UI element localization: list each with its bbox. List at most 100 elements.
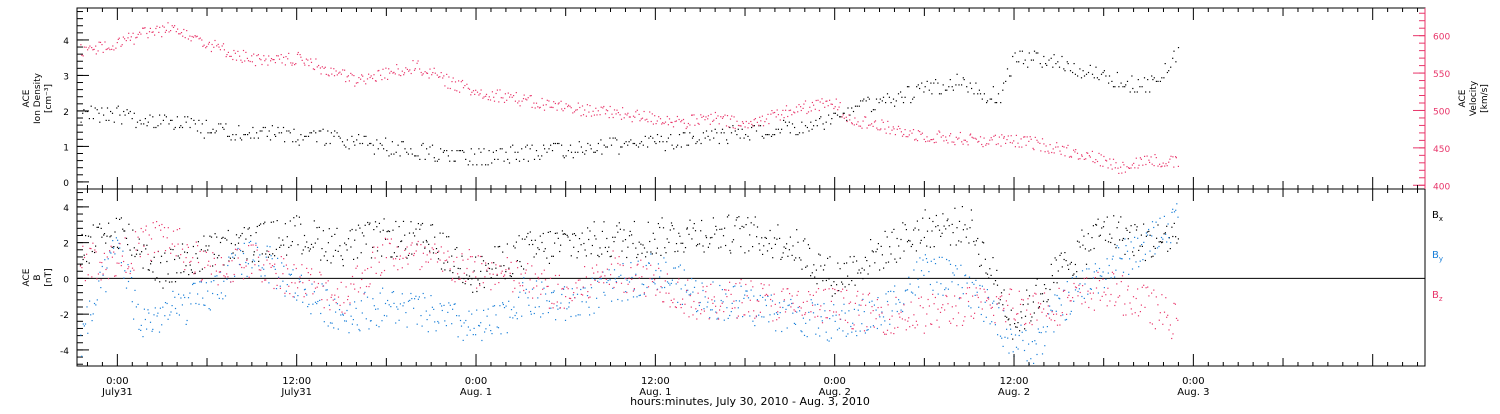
- legend-bx: Bx: [1432, 210, 1443, 223]
- bz-series-point: [593, 272, 595, 274]
- ion-density-series-point: [606, 146, 608, 148]
- ion-density-series-point: [709, 139, 711, 141]
- ion-density-series-point: [798, 132, 801, 134]
- ion-density-series-point: [1120, 82, 1122, 84]
- by-series-point: [135, 306, 137, 308]
- bz-series-point: [86, 253, 88, 255]
- velocity-series-point: [396, 64, 398, 66]
- by-series-point: [951, 281, 953, 283]
- bz-series-point: [103, 252, 105, 254]
- bx-series-point: [932, 220, 934, 223]
- velocity-series-point: [227, 51, 229, 53]
- bx-series-point: [1014, 323, 1016, 325]
- bx-series-point: [577, 251, 579, 253]
- by-series-point: [1093, 271, 1095, 273]
- bx-series-point: [328, 228, 330, 230]
- ion-density-series-point: [718, 142, 720, 145]
- velocity-series-point: [712, 120, 714, 122]
- bx-series-point: [948, 225, 950, 227]
- velocity-series-point: [295, 63, 297, 65]
- ion-density-series-point: [442, 151, 444, 153]
- by-series-point: [868, 301, 871, 303]
- bx-series-point: [909, 240, 911, 242]
- by-series-point: [632, 296, 635, 298]
- bz-series-point: [354, 288, 356, 290]
- bx-series-point: [593, 221, 595, 223]
- by-series-point: [646, 286, 648, 289]
- ion-density-series-point: [180, 125, 182, 127]
- by-series-point: [178, 314, 180, 316]
- ion-density-series-point: [241, 139, 243, 141]
- bx-series-point: [551, 255, 553, 257]
- velocity-series-point: [1047, 150, 1049, 152]
- ion-density-series-point: [723, 132, 725, 134]
- by-series-point: [1012, 351, 1014, 353]
- bz-series-point: [498, 282, 500, 284]
- bx-series-point: [589, 230, 591, 232]
- velocity-series-point: [646, 118, 648, 120]
- ion-density-series-point: [474, 153, 476, 155]
- by-series-point: [98, 280, 100, 282]
- bz-series-point: [912, 324, 914, 326]
- bz-series-point: [509, 272, 511, 274]
- bz-series-point: [820, 305, 822, 307]
- bx-series-point: [154, 279, 156, 281]
- bx-series-point: [479, 283, 481, 285]
- velocity-series-point: [368, 73, 370, 75]
- by-series-point: [956, 268, 958, 270]
- velocity-series-point: [608, 117, 610, 119]
- ion-density-series-point: [897, 93, 900, 95]
- by-series-point: [415, 295, 417, 297]
- velocity-series-point: [1034, 136, 1036, 138]
- ion-density-series-point: [605, 146, 607, 148]
- legend-main: B: [1432, 210, 1439, 221]
- ion-density-series-point: [870, 110, 873, 113]
- velocity-series-point: [775, 116, 777, 118]
- bx-series-point: [595, 238, 597, 240]
- by-series-point: [429, 314, 431, 316]
- y-axis-label: ACEB[nT]: [22, 268, 54, 286]
- by-series-point: [764, 299, 766, 301]
- by-series-point: [1069, 313, 1071, 315]
- ion-density-series-point: [369, 142, 371, 145]
- velocity-series-point: [124, 38, 126, 40]
- bz-series-point: [150, 259, 152, 261]
- bz-series-point: [915, 320, 917, 322]
- by-series-point: [114, 253, 116, 255]
- bx-series-point: [1065, 260, 1067, 262]
- bx-series-point: [369, 222, 371, 224]
- by-series-point: [112, 247, 115, 249]
- bx-series-point: [700, 230, 702, 232]
- by-series-point: [725, 293, 727, 295]
- bz-series-point: [1113, 273, 1115, 275]
- by-series-point: [651, 278, 653, 280]
- by-series-point: [841, 310, 843, 312]
- bz-series-point: [745, 283, 747, 286]
- by-series-point: [568, 302, 570, 304]
- velocity-series-point: [892, 126, 894, 128]
- bx-series-point: [110, 235, 112, 237]
- by-series-point: [1163, 215, 1165, 217]
- by-series-point: [261, 267, 263, 269]
- by-series-point: [1170, 242, 1172, 244]
- velocity-series-point: [460, 81, 462, 83]
- by-series-point: [917, 278, 919, 280]
- ion-density-series-point: [526, 144, 528, 146]
- by-series-point: [1158, 245, 1160, 248]
- bz-series-point: [666, 273, 668, 275]
- velocity-series-point: [347, 75, 349, 77]
- velocity-series-point: [849, 119, 851, 121]
- velocity-series-point: [1039, 142, 1041, 144]
- bz-series-point: [440, 246, 442, 248]
- bz-series-point: [326, 299, 328, 301]
- bz-series-point: [313, 281, 315, 283]
- velocity-series-point: [210, 50, 212, 53]
- bx-series-point: [1006, 316, 1008, 318]
- bz-series-point: [1151, 323, 1153, 325]
- ion-density-series-point: [923, 91, 925, 93]
- velocity-series-point: [190, 40, 192, 42]
- by-series-point: [1172, 208, 1174, 210]
- bz-series-point: [870, 312, 872, 314]
- by-series-point: [467, 326, 469, 328]
- bz-series-point: [688, 316, 690, 318]
